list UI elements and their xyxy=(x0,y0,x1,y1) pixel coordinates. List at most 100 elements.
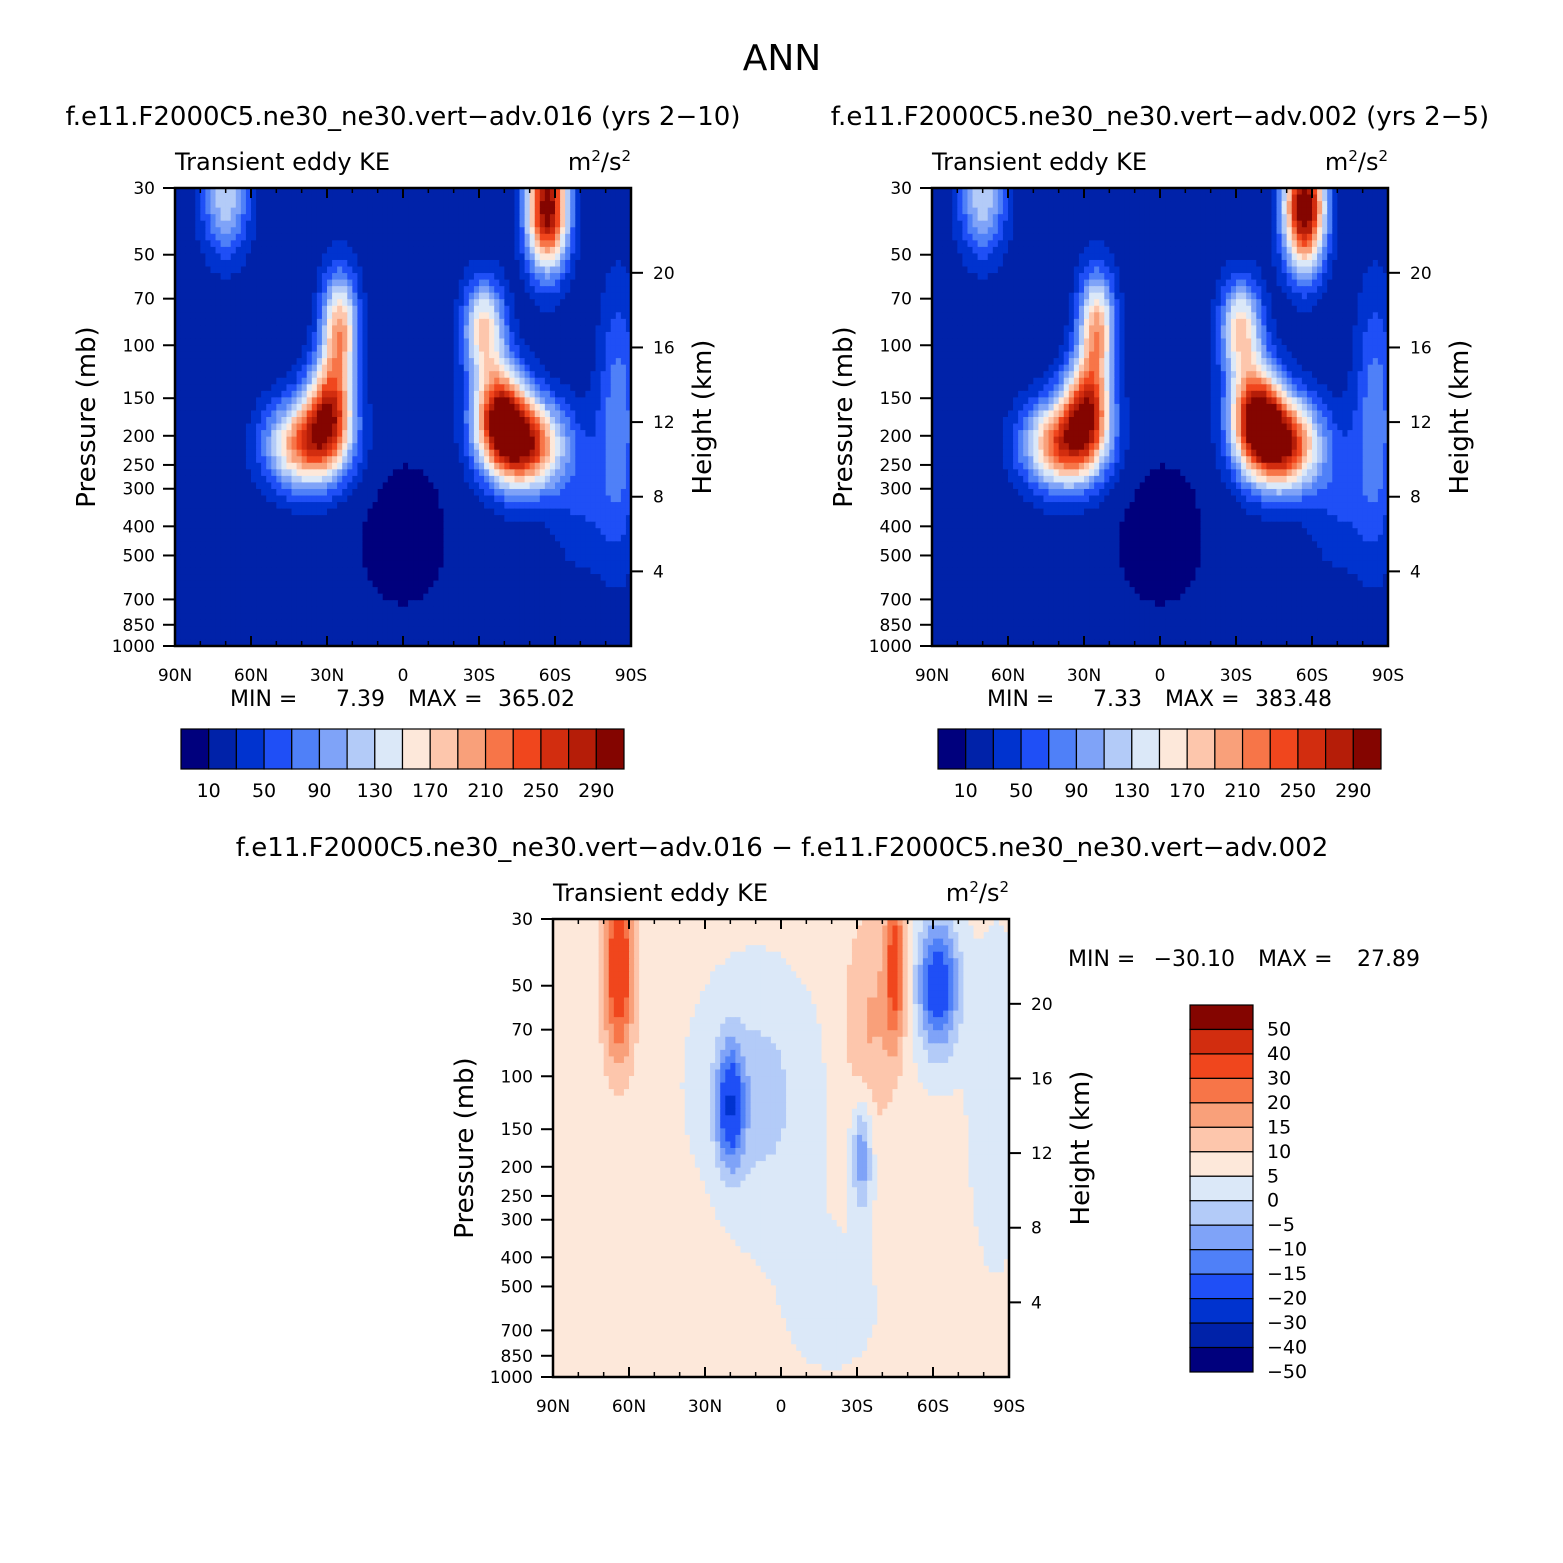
contour-cell xyxy=(468,488,475,497)
contour-cell xyxy=(245,364,252,372)
contour-cell xyxy=(397,364,404,372)
contour-cell xyxy=(180,475,186,484)
contour-cell xyxy=(347,403,353,412)
contour-cell xyxy=(327,495,333,503)
contour-cell xyxy=(504,286,510,294)
contour-cell xyxy=(479,449,485,457)
contour-cell xyxy=(534,227,541,235)
contour-cell xyxy=(575,299,581,307)
contour-cell xyxy=(514,449,521,457)
contour-cell xyxy=(458,273,465,281)
contour-cell xyxy=(585,305,592,313)
contour-cell xyxy=(453,188,460,196)
contour-cell xyxy=(251,377,257,385)
contour-cell xyxy=(372,188,379,196)
contour-cell xyxy=(175,351,181,359)
contour-cell xyxy=(281,240,288,248)
contour-cell xyxy=(529,318,536,326)
contour-cell xyxy=(301,534,308,542)
contour-cell xyxy=(585,273,592,281)
contour-cell xyxy=(286,279,293,287)
contour-cell xyxy=(585,345,592,353)
contour-cell xyxy=(215,338,222,346)
contour-cell xyxy=(286,515,293,523)
contour-cell xyxy=(413,475,419,484)
contour-cell xyxy=(418,188,424,196)
contour-cell xyxy=(327,345,333,353)
contour-cell xyxy=(276,456,282,464)
contour-cell xyxy=(509,417,516,425)
contour-cell xyxy=(332,475,338,484)
contour-cell xyxy=(484,292,490,300)
contour-cell xyxy=(332,318,338,326)
contour-cell xyxy=(372,475,379,484)
contour-cell xyxy=(428,508,434,516)
contour-cell xyxy=(240,541,247,549)
contour-cell xyxy=(605,417,612,425)
contour-cell xyxy=(539,338,546,346)
contour-cell xyxy=(372,279,379,287)
contour-cell xyxy=(306,423,313,431)
contour-cell xyxy=(235,253,242,261)
contour-cell xyxy=(291,371,298,379)
contour-cell xyxy=(321,266,328,274)
contour-cell xyxy=(443,253,450,261)
contour-cell xyxy=(230,502,237,510)
contour-cell xyxy=(448,325,455,333)
contour-cell xyxy=(514,508,521,516)
contour-cell xyxy=(266,325,272,333)
contour-cell xyxy=(185,397,191,405)
contour-cell xyxy=(620,358,627,366)
contour-cell xyxy=(392,331,399,340)
contour-cell xyxy=(220,345,227,353)
contour-cell xyxy=(539,351,546,359)
contour-cell xyxy=(397,502,404,510)
contour-cell xyxy=(519,188,526,196)
contour-cell xyxy=(311,508,318,516)
contour-cell xyxy=(266,384,272,392)
contour-cell xyxy=(261,488,267,497)
contour-cell xyxy=(458,469,465,477)
contour-cell xyxy=(529,495,536,503)
contour-cell xyxy=(362,214,369,222)
contour-cell xyxy=(321,508,328,516)
contour-cell xyxy=(620,390,627,398)
contour-cell xyxy=(519,358,526,366)
contour-cell xyxy=(494,410,500,418)
contour-cell xyxy=(524,456,531,464)
contour-cell xyxy=(220,502,227,510)
contour-cell xyxy=(494,534,500,542)
contour-cell xyxy=(529,443,536,451)
contour-cell xyxy=(625,528,632,536)
contour-cell xyxy=(438,495,445,503)
contour-cell xyxy=(514,194,521,202)
contour-cell xyxy=(220,515,227,523)
contour-cell xyxy=(484,515,490,523)
contour-cell xyxy=(240,325,247,333)
contour-cell xyxy=(620,488,627,497)
contour-cell xyxy=(590,430,597,438)
contour-cell xyxy=(544,469,551,477)
contour-cell xyxy=(458,384,465,392)
contour-cell xyxy=(549,292,556,300)
contour-cell xyxy=(316,410,323,418)
contour-cell xyxy=(190,534,196,542)
contour-cell xyxy=(494,515,500,523)
contour-cell xyxy=(321,273,328,281)
contour-cell xyxy=(392,528,399,536)
contour-cell xyxy=(605,462,612,470)
contour-cell xyxy=(240,482,247,490)
contour-cell xyxy=(210,417,217,425)
contour-cell xyxy=(235,384,242,392)
contour-cell xyxy=(347,436,353,444)
contour-cell xyxy=(200,488,206,497)
contour-cell xyxy=(281,331,288,340)
contour-cell xyxy=(580,436,586,444)
contour-cell xyxy=(301,508,308,516)
contour-cell xyxy=(185,364,191,372)
contour-cell xyxy=(372,318,379,326)
contour-cell xyxy=(367,279,374,287)
contour-cell xyxy=(539,259,546,268)
contour-cell xyxy=(220,286,227,294)
contour-cell xyxy=(408,253,414,261)
